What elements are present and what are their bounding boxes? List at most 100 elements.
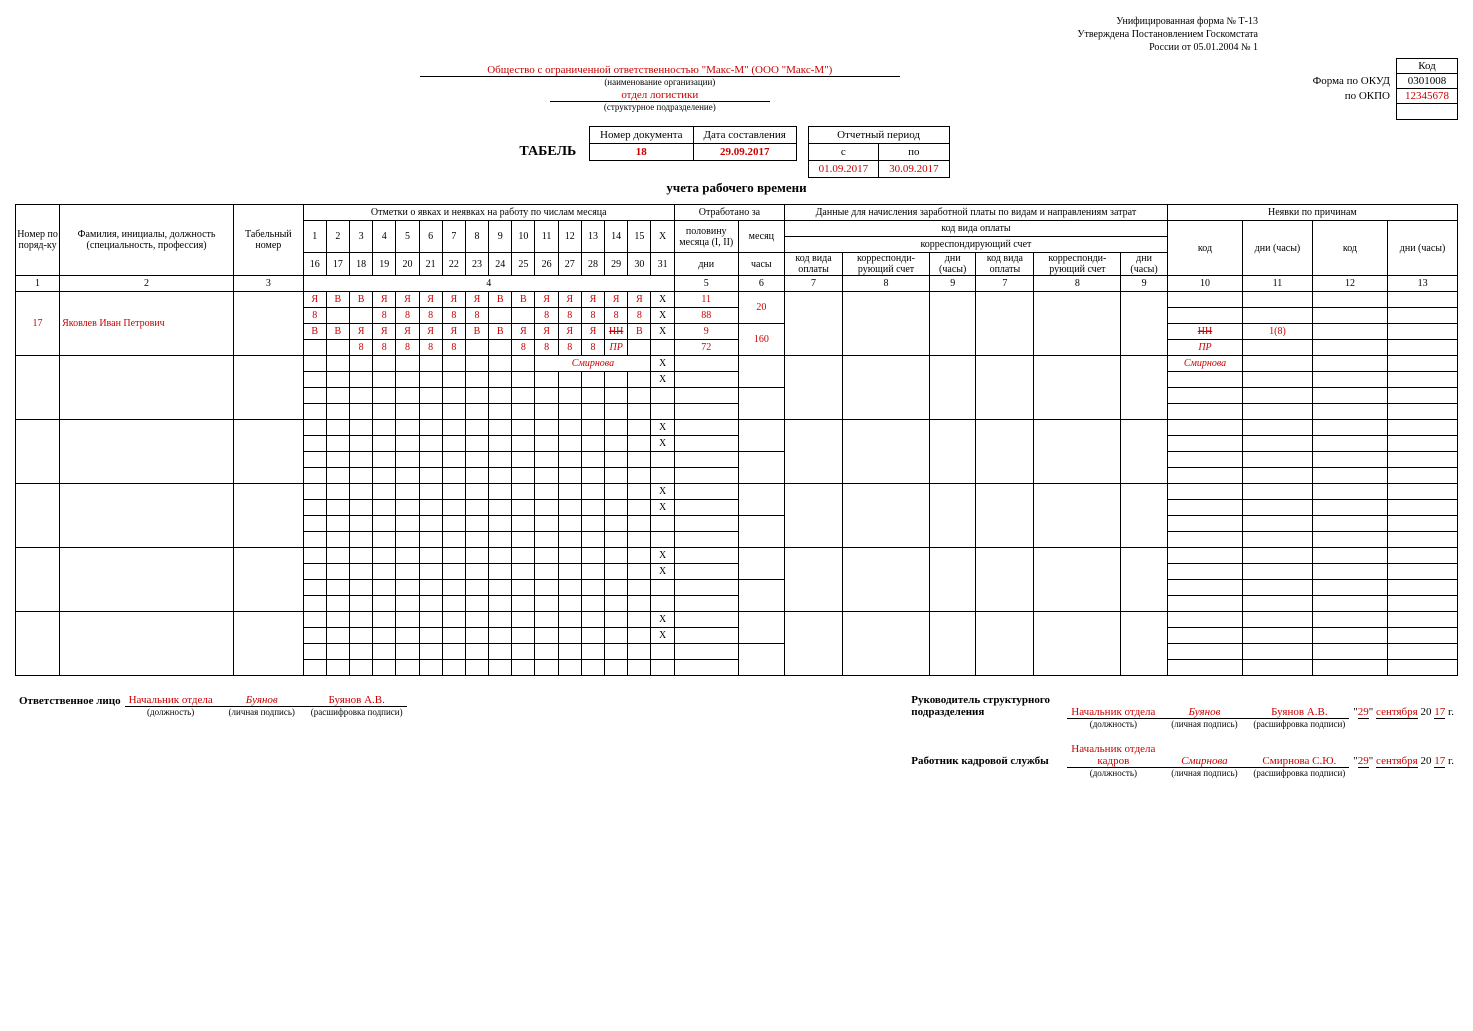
cell [512,308,535,324]
cell [1388,612,1458,628]
cell [628,484,651,500]
d8: 8 [465,221,488,253]
cell: Смирнова [535,356,651,372]
cell [489,644,512,660]
cell [512,580,535,596]
cell [558,580,581,596]
cell [1167,596,1242,612]
cell [628,580,651,596]
cell [396,644,419,660]
okpo-label: по ОКПО [1305,89,1397,104]
p2 [843,292,930,356]
cell: В [489,324,512,340]
cell [1121,356,1167,420]
h-dh2: дни (часы) [1121,253,1167,276]
cell [465,388,488,404]
cell [465,468,488,484]
cell: НН [605,324,628,340]
cell [1243,580,1313,596]
cell [1388,580,1458,596]
cell [419,420,442,436]
code-h: Код [1397,59,1458,74]
cell [1121,612,1167,676]
h-c7: Неявки по причинам [1167,205,1457,221]
cell [489,580,512,596]
cell [349,452,372,468]
cell [785,612,843,676]
cell [1388,660,1458,676]
cell [976,612,1034,676]
cell [234,420,304,484]
cell [605,452,628,468]
cell: 8 [581,308,604,324]
cell [1243,644,1313,660]
cell [396,660,419,676]
cell [512,404,535,420]
cell [1312,532,1387,548]
h-ks1: корреспонди-рующий счет [843,253,930,276]
h-ks2: корреспонди-рующий счет [1034,253,1121,276]
cell: 8 [628,308,651,324]
cell [489,532,512,548]
cell [442,564,465,580]
hr-lbl: Работник кадровой службы [907,743,1067,768]
cell [930,612,976,676]
cell: 8 [442,308,465,324]
cell [396,516,419,532]
cell [303,452,326,468]
cell [1388,628,1458,644]
cell [535,548,558,564]
cell [373,516,396,532]
cap: (личная подпись) [217,707,307,718]
cell [930,356,976,420]
h-c2: Фамилия, инициалы, должность (специально… [60,205,234,276]
w1m: 20 [738,292,784,324]
cell [1312,452,1387,468]
cell [512,596,535,612]
cell [489,468,512,484]
h-kv1: код вида оплаты [785,253,843,276]
cell [674,532,738,548]
cell: В [303,324,326,340]
cell [512,356,535,372]
cell [535,404,558,420]
cell [349,484,372,500]
cell [581,548,604,564]
cell [535,500,558,516]
cell [651,452,674,468]
cell [1312,436,1387,452]
cell [396,468,419,484]
cell [581,644,604,660]
docdate-h: Дата составления [693,127,796,144]
cell [489,308,512,324]
h-c1: Номер по поряд-ку [16,205,60,276]
cell [373,468,396,484]
abs-c2 [1312,292,1387,308]
cell [605,612,628,628]
cell [396,596,419,612]
cell [419,436,442,452]
cn12: 12 [1312,276,1387,292]
cell: В [465,324,488,340]
resp-lbl: Ответственное лицо [15,694,125,707]
cell [535,580,558,596]
cell [674,596,738,612]
cell [1167,612,1242,628]
cell [349,356,372,372]
cell [442,548,465,564]
cell [512,564,535,580]
meta-l1: Унифицированная форма № Т-13 [15,15,1258,28]
cell [558,660,581,676]
cell [674,580,738,596]
table-row: 17 Яковлев Иван Петрович ЯВВЯЯЯЯЯВВЯЯЯЯЯ… [16,292,1458,308]
cell: X [651,292,674,308]
cell [442,484,465,500]
cell [512,420,535,436]
cell [396,548,419,564]
cell [419,356,442,372]
cell [512,516,535,532]
cell [535,628,558,644]
cell [785,484,843,548]
cell [1167,436,1242,452]
cell [303,548,326,564]
